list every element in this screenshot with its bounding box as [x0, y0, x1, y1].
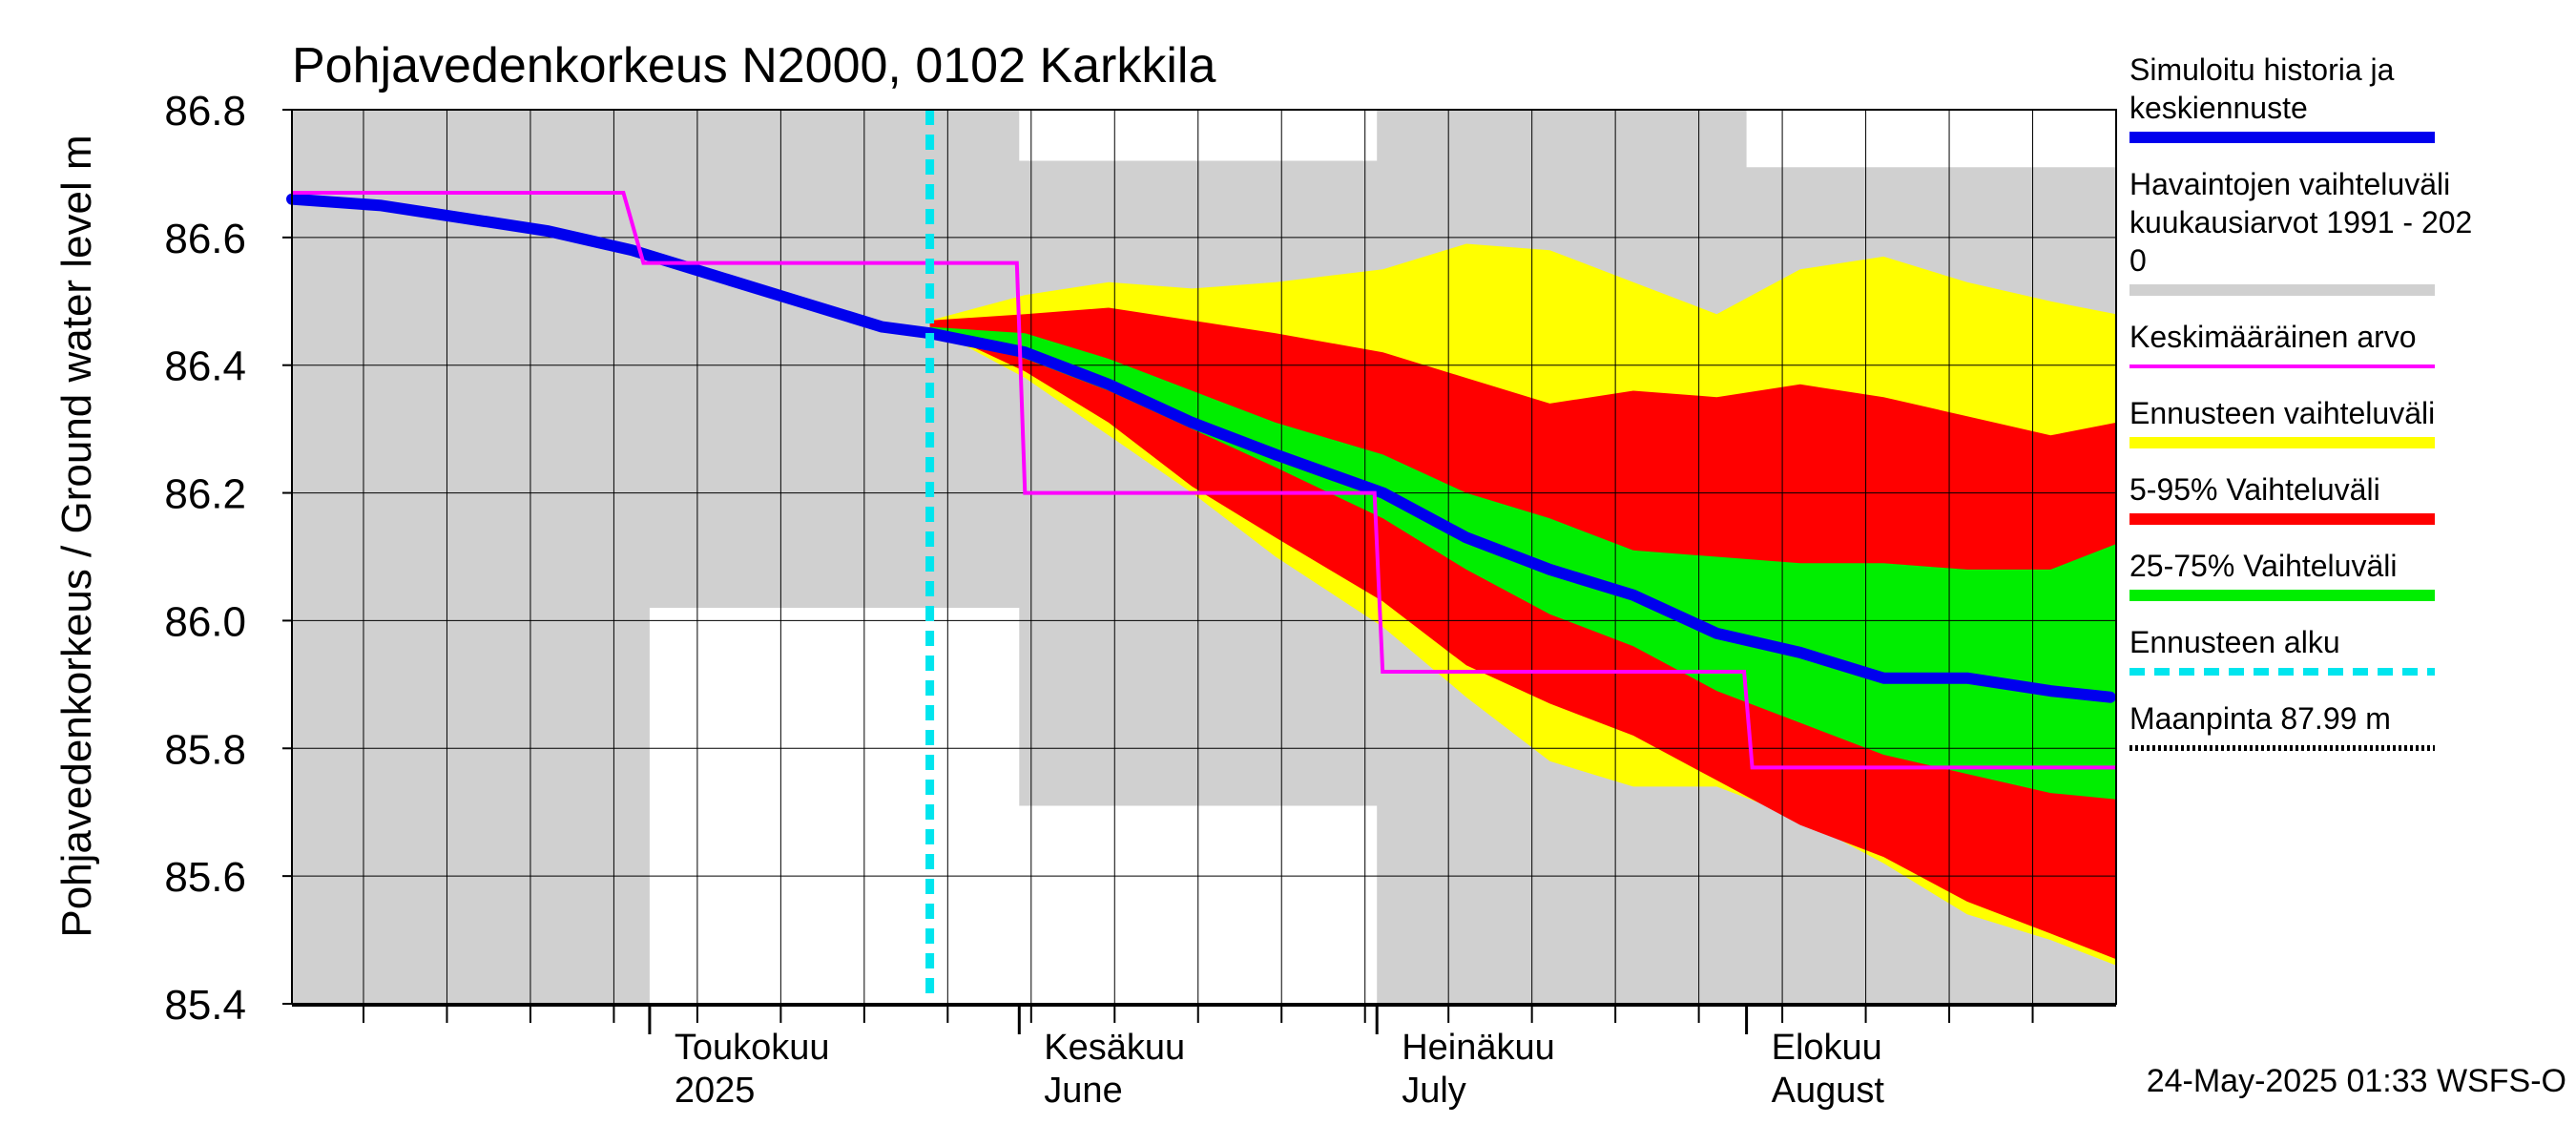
legend-label: keskiennuste [2129, 91, 2308, 125]
legend: Simuloitu historia ja keskiennuste Havaint… [2129, 52, 2472, 751]
axes: 86.8 86.6 86.4 86.2 86.0 85.8 85.6 85.4 Toukokuu… [164, 88, 2117, 1111]
x-month-label-en: June [1044, 1071, 1122, 1111]
legend-label: Havaintojen vaihteluväli [2129, 167, 2450, 201]
x-month-label: Toukokuu [675, 1028, 830, 1068]
mean-step-line [292, 191, 2116, 770]
band-2 [929, 307, 2116, 960]
plot-area [286, 109, 2116, 1005]
legend-label: Ennusteen vaihteluväli [2129, 396, 2435, 430]
y-tick-label: 86.6 [164, 216, 246, 262]
y-tick-label: 86.4 [164, 344, 246, 390]
x-month-label: Elokuu [1772, 1028, 1882, 1068]
legend-label: Ennusteen alku [2129, 625, 2340, 659]
y-tick-label: 86.8 [164, 88, 246, 135]
y-tick-label: 85.8 [164, 726, 246, 773]
y-axis-label: Pohjavedenkorkeus / Ground water level m [53, 135, 100, 937]
timestamp-footer: 24-May-2025 01:33 WSFS-O [2147, 1063, 2566, 1099]
y-tick-label: 85.4 [164, 982, 246, 1029]
chart-title: Pohjavedenkorkeus N2000, 0102 Karkkila [292, 38, 1215, 94]
x-month-label: Kesäkuu [1044, 1028, 1185, 1068]
y-tick-label: 86.2 [164, 471, 246, 518]
legend-label: Keskimääräinen arvo [2129, 320, 2417, 354]
legend-label: Maanpinta 87.99 m [2129, 701, 2391, 736]
x-month-label: Heinäkuu [1402, 1028, 1555, 1068]
legend-label: 0 [2129, 243, 2147, 278]
y-tick-label: 85.6 [164, 854, 246, 901]
legend-label: Simuloitu historia ja [2129, 52, 2395, 87]
series-line-4 [286, 193, 2116, 703]
legend-label: kuukausiarvot 1991 - 202 [2129, 205, 2472, 239]
x-month-label-en: July [1402, 1071, 1466, 1111]
y-tick-label: 86.0 [164, 598, 246, 645]
legend-label: 5-95% Vaihteluväli [2129, 472, 2380, 507]
x-month-label-en: August [1772, 1071, 1885, 1111]
x-month-label-en: 2025 [675, 1071, 756, 1111]
legend-label: 25-75% Vaihteluväli [2129, 549, 2397, 583]
